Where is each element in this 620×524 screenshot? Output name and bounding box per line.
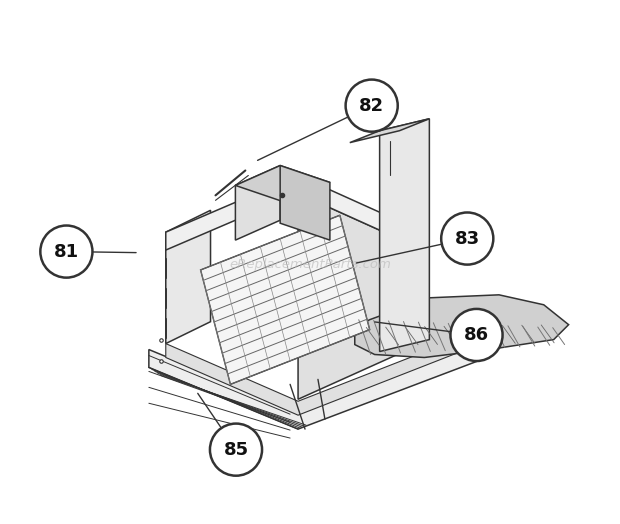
Text: 86: 86 [464, 326, 489, 344]
Text: 85: 85 [223, 441, 249, 458]
Polygon shape [298, 193, 419, 399]
Circle shape [441, 213, 494, 265]
Text: 82: 82 [359, 96, 384, 115]
Polygon shape [379, 119, 430, 352]
Circle shape [210, 423, 262, 476]
Text: 81: 81 [54, 243, 79, 260]
Polygon shape [166, 176, 419, 250]
Polygon shape [201, 215, 370, 384]
Circle shape [345, 80, 398, 132]
Polygon shape [166, 210, 211, 344]
Polygon shape [350, 119, 430, 143]
Circle shape [40, 225, 92, 278]
Text: eReplacementParts.com: eReplacementParts.com [229, 258, 391, 271]
Polygon shape [236, 166, 280, 240]
Circle shape [451, 309, 503, 361]
Polygon shape [236, 166, 330, 202]
Polygon shape [280, 166, 330, 240]
Polygon shape [355, 295, 569, 357]
Polygon shape [166, 334, 471, 415]
Polygon shape [149, 340, 487, 429]
Text: 83: 83 [454, 230, 480, 247]
